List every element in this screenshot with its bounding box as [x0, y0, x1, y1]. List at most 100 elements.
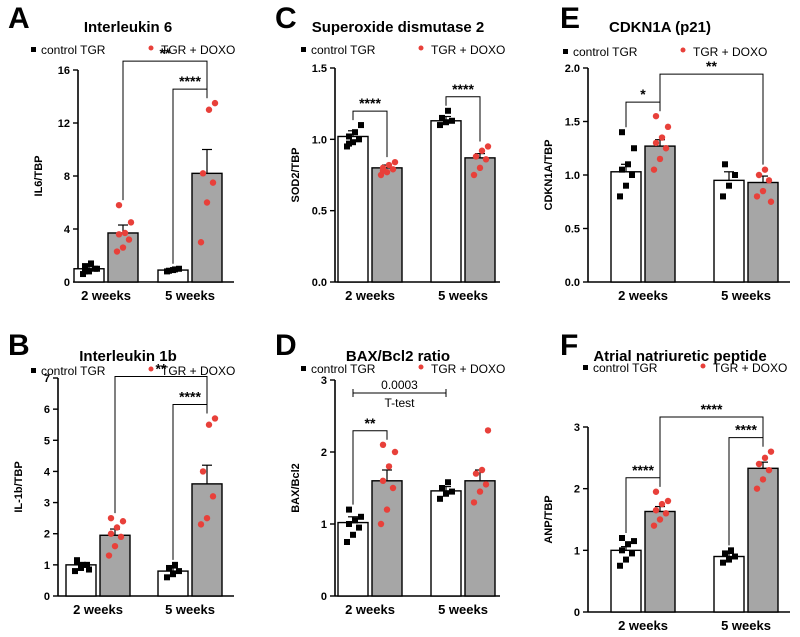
data-point-control	[445, 107, 451, 114]
data-point-doxo	[107, 514, 115, 522]
panel-e: E CDKN1A (p21) control TGR TGR + DOXO 0.0 0.5…	[543, 2, 790, 303]
legend-label-doxo: TGR + DOXO	[161, 43, 235, 57]
y-axis-label: CDKN1A/TBP	[543, 140, 555, 211]
data-point-control	[437, 122, 443, 129]
significance-label: ****	[701, 401, 723, 417]
data-point-control	[631, 538, 637, 545]
y-tick-label: 6	[44, 404, 50, 416]
data-point-doxo	[125, 236, 133, 243]
data-point-doxo	[209, 493, 217, 500]
p-value-label: 0.0003	[381, 378, 418, 392]
legend-swatch-doxo	[418, 364, 424, 370]
data-point-doxo	[107, 530, 115, 537]
y-tick-label: 0.0	[312, 277, 327, 289]
data-point-control	[356, 136, 362, 143]
y-tick-label: 2	[44, 529, 50, 541]
y-tick-label: 4	[64, 224, 71, 236]
legend: control TGR TGR + DOXO	[563, 45, 767, 59]
data-point-control	[172, 561, 178, 568]
significance-bracket: **	[659, 58, 764, 165]
data-point-doxo	[470, 171, 478, 179]
x-category-label: 2 weeks	[618, 288, 668, 303]
data-point-control	[619, 547, 625, 554]
data-point-control	[82, 268, 88, 275]
data-point-doxo	[377, 520, 385, 528]
data-point-doxo	[127, 219, 135, 226]
chart-title: BAX/Bcl2 ratio	[346, 348, 450, 365]
data-point-control	[726, 182, 732, 189]
data-point-doxo	[472, 153, 480, 160]
x-category-label: 2 weeks	[618, 618, 668, 633]
data-point-control	[629, 550, 635, 557]
legend-swatch-doxo	[700, 363, 706, 369]
data-point-doxo	[385, 463, 393, 470]
data-point-control	[619, 129, 625, 136]
data-point-doxo	[664, 497, 672, 505]
bracket-line	[445, 96, 481, 142]
y-tick-label: 3	[321, 375, 327, 387]
data-point-doxo	[117, 533, 125, 541]
legend-label-control: control TGR	[311, 362, 376, 376]
legend: control TGR TGR + DOXO	[301, 362, 505, 376]
data-point-control	[166, 564, 172, 571]
data-point-doxo	[113, 248, 121, 255]
data-point-control	[352, 129, 358, 136]
legend-label-control: control TGR	[41, 364, 106, 378]
data-point-control	[172, 266, 178, 273]
data-point-doxo	[650, 522, 658, 529]
bracket-line	[352, 430, 388, 505]
data-point-control	[623, 182, 629, 189]
y-tick-label: 0	[64, 277, 70, 289]
x-category-label: 5 weeks	[438, 288, 488, 303]
data-point-doxo	[753, 193, 761, 200]
significance-label: ****	[735, 422, 757, 438]
data-point-control	[449, 488, 455, 495]
x-category-label: 2 weeks	[73, 602, 123, 617]
chart-title: Atrial natriuretic peptide	[593, 348, 766, 365]
legend-label-doxo: TGR + DOXO	[431, 362, 505, 376]
data-point-doxo	[652, 488, 660, 495]
bar-doxo	[191, 172, 223, 283]
data-point-control	[80, 561, 86, 568]
data-point-doxo	[650, 166, 658, 173]
bar-doxo	[371, 480, 403, 597]
x-category-label: 5 weeks	[165, 602, 215, 617]
bar-doxo	[371, 167, 403, 283]
bar-control	[610, 171, 642, 283]
data-point-doxo	[391, 158, 399, 166]
data-point-doxo	[484, 427, 492, 434]
legend-swatch-doxo	[148, 366, 154, 372]
data-point-doxo	[115, 201, 123, 209]
panel-letter: B	[8, 329, 30, 362]
data-point-doxo	[203, 514, 211, 522]
bar-control	[713, 179, 745, 283]
y-tick-label: 1.5	[312, 63, 327, 75]
data-point-control	[449, 117, 455, 124]
significance-bracket: ****	[445, 81, 481, 142]
legend: control TGR TGR + DOXO	[301, 43, 505, 57]
data-point-doxo	[476, 164, 484, 172]
data-point-control	[72, 568, 78, 575]
significance-label: ****	[359, 95, 381, 111]
y-axis-label: IL-1b/TBP	[13, 461, 25, 512]
data-point-doxo	[211, 99, 219, 107]
bracket-line	[659, 73, 764, 165]
bar-control	[337, 135, 369, 283]
data-point-doxo	[203, 199, 211, 206]
significance-bracket: ****	[352, 95, 388, 158]
significance-label: **	[365, 415, 376, 431]
data-point-doxo	[111, 542, 119, 550]
legend-swatch-control	[31, 47, 36, 52]
significance-bracket: *	[625, 86, 661, 128]
y-tick-label: 1.5	[565, 117, 580, 129]
data-point-control	[346, 521, 352, 527]
data-point-doxo	[105, 552, 113, 559]
legend-swatch-control	[301, 366, 306, 371]
data-point-control	[625, 161, 631, 168]
data-point-control	[439, 485, 445, 491]
data-point-doxo	[759, 476, 767, 483]
data-point-doxo	[652, 507, 660, 514]
data-point-doxo	[478, 147, 486, 154]
data-point-control	[732, 553, 738, 560]
